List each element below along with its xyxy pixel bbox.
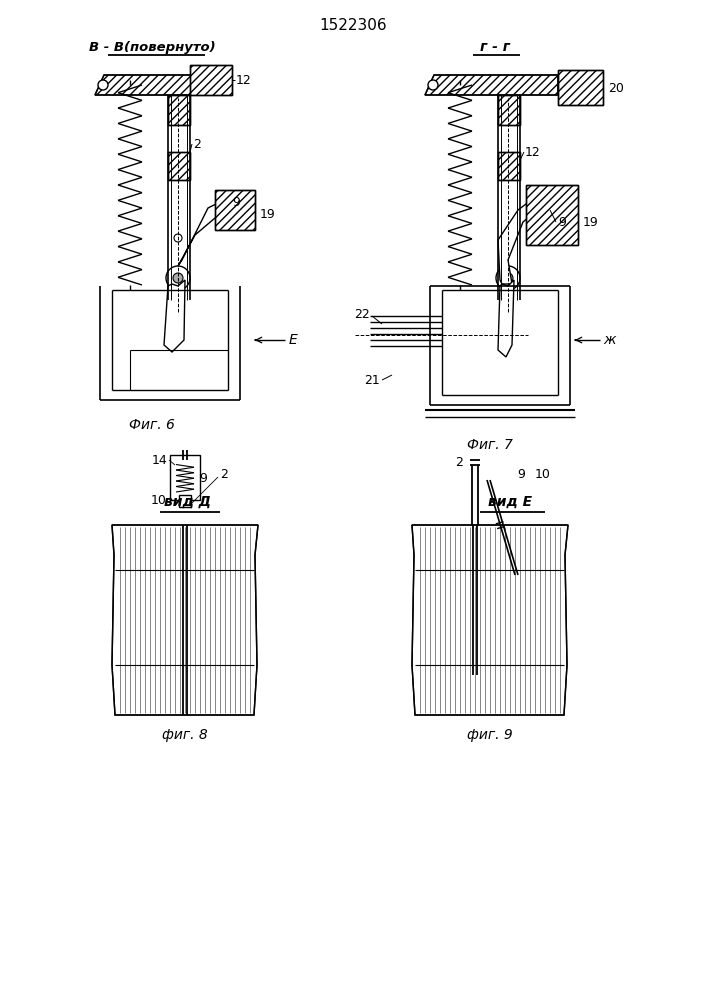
Text: 21: 21 [364, 373, 380, 386]
Polygon shape [164, 280, 185, 352]
Text: 9: 9 [232, 196, 240, 209]
Text: ж: ж [603, 333, 616, 347]
Text: 12: 12 [525, 145, 541, 158]
Bar [168, 152, 190, 180]
Text: Е: Е [289, 333, 298, 347]
Bar [175, 460, 195, 495]
Text: 19: 19 [260, 209, 276, 222]
Text: 9: 9 [517, 468, 525, 482]
Bar [215, 190, 255, 230]
Text: 12: 12 [236, 74, 252, 87]
Text: 22: 22 [354, 308, 370, 322]
Text: 19: 19 [583, 216, 599, 229]
Bar [498, 152, 520, 180]
Text: 10: 10 [151, 494, 167, 508]
Polygon shape [95, 75, 228, 95]
Circle shape [166, 266, 190, 290]
Text: фиг. 9: фиг. 9 [467, 728, 513, 742]
Circle shape [504, 234, 512, 242]
Bar [168, 95, 190, 125]
Text: вид Е: вид Е [488, 495, 532, 509]
Text: 2: 2 [193, 138, 201, 151]
Bar [558, 70, 603, 105]
Polygon shape [498, 195, 543, 284]
Bar [168, 95, 190, 125]
Bar [215, 190, 255, 230]
Bar [558, 70, 603, 105]
Bar [190, 65, 232, 95]
Bar [526, 185, 578, 245]
Circle shape [174, 234, 182, 242]
Bar [170, 455, 200, 500]
Circle shape [503, 273, 513, 283]
Circle shape [428, 80, 438, 90]
Text: 14: 14 [151, 454, 167, 466]
Polygon shape [412, 525, 568, 715]
Text: 20: 20 [608, 82, 624, 95]
Text: 2: 2 [455, 456, 463, 470]
Bar [498, 95, 520, 125]
Text: вид Д: вид Д [165, 495, 211, 509]
Text: 10: 10 [535, 468, 551, 482]
Bar [498, 95, 520, 125]
Bar [526, 185, 578, 245]
Bar [498, 152, 520, 180]
Bar [179, 495, 191, 507]
Polygon shape [112, 525, 258, 715]
Bar [190, 65, 232, 95]
Circle shape [173, 273, 183, 283]
Text: 9: 9 [199, 472, 207, 485]
Circle shape [496, 266, 520, 290]
Text: 2: 2 [220, 468, 228, 482]
Text: Фиг. 6: Фиг. 6 [129, 418, 175, 432]
Text: 1522306: 1522306 [319, 17, 387, 32]
Text: 9: 9 [558, 216, 566, 229]
Polygon shape [178, 200, 228, 266]
Polygon shape [425, 75, 558, 95]
Text: В - В(повернуто): В - В(повернуто) [88, 40, 216, 53]
Bar [168, 152, 190, 180]
Circle shape [98, 80, 108, 90]
Text: г - г: г - г [480, 40, 510, 54]
Polygon shape [498, 280, 514, 357]
Text: фиг. 8: фиг. 8 [162, 728, 208, 742]
Text: Фиг. 7: Фиг. 7 [467, 438, 513, 452]
